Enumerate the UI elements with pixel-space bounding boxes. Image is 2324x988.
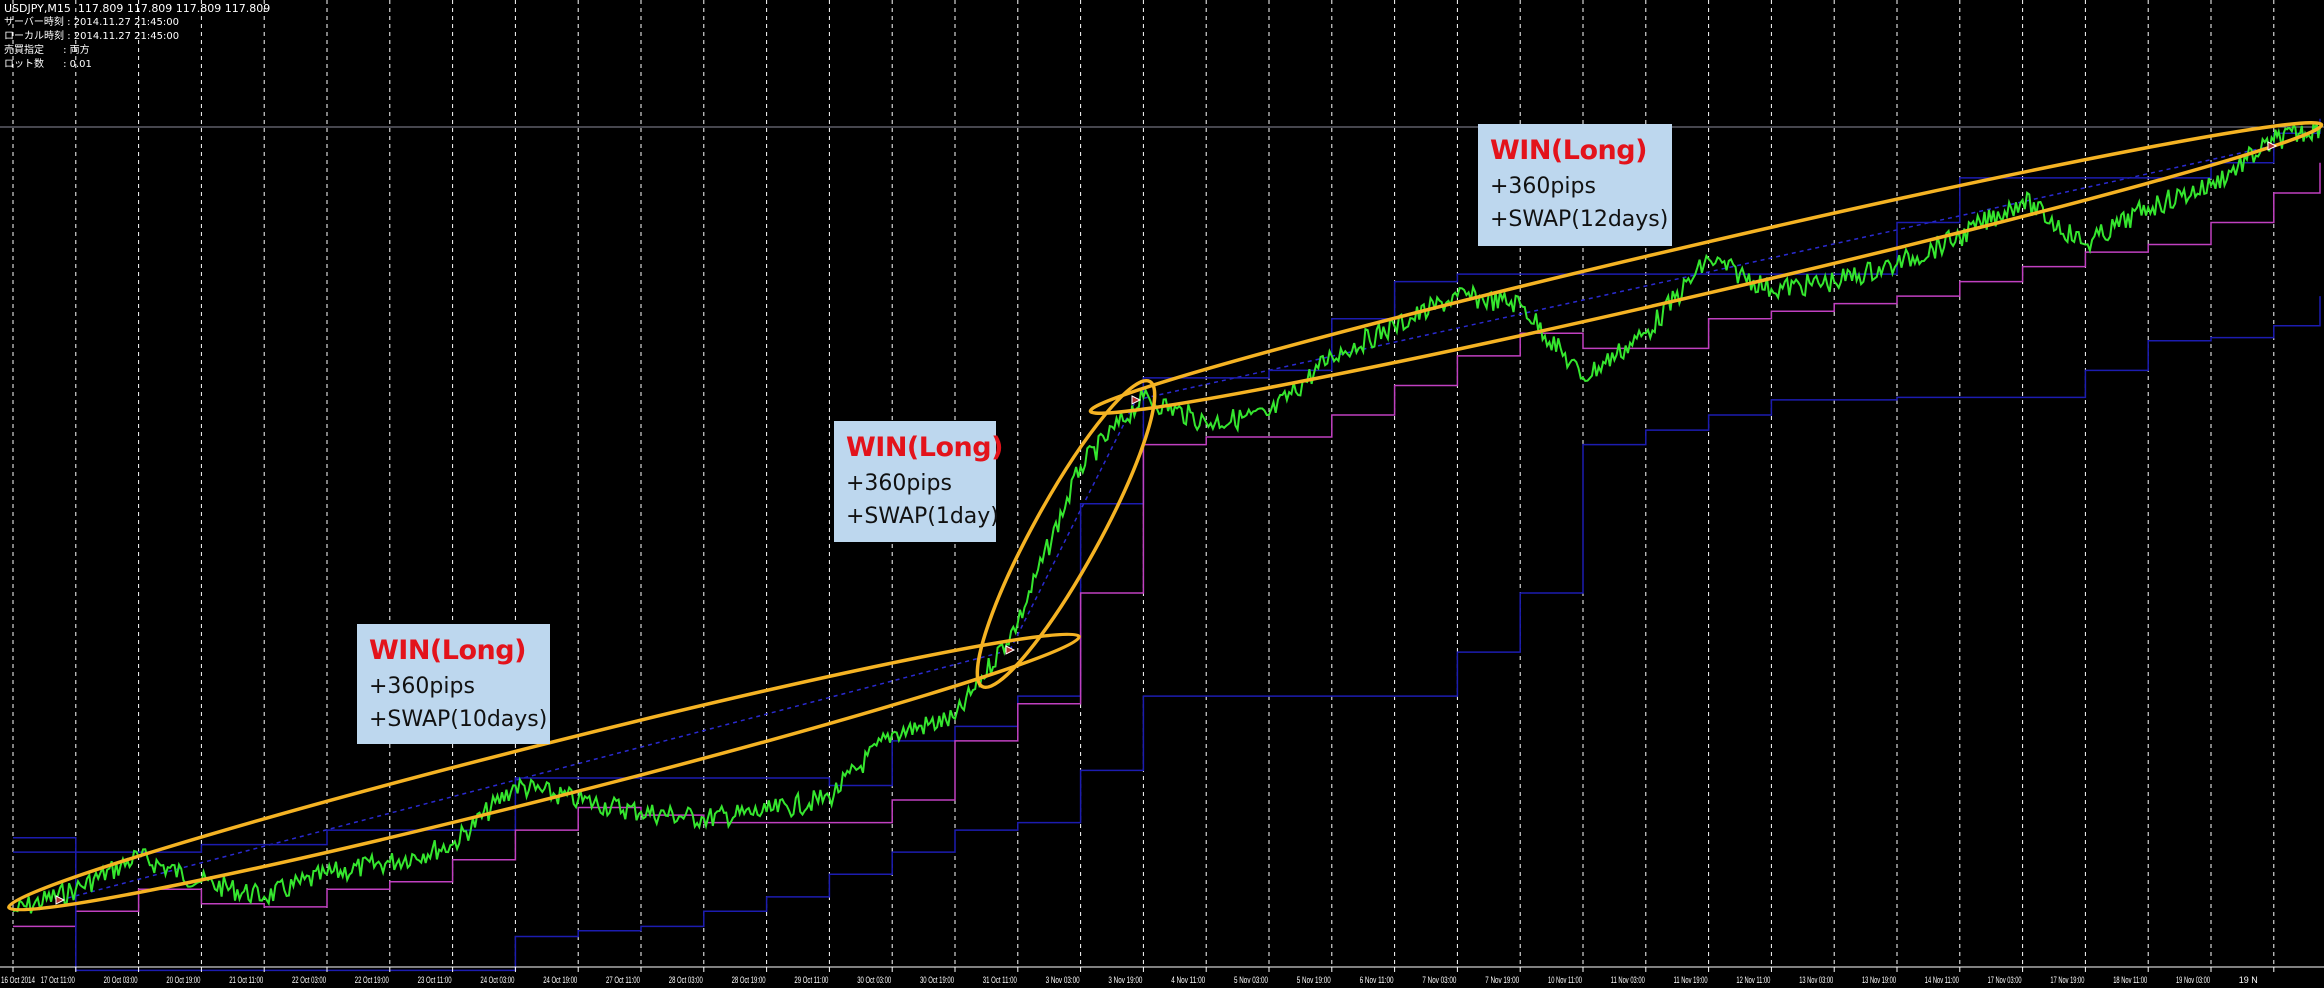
x-tick-label: 29 Oct 11:00 xyxy=(794,975,828,985)
x-tick-label: 30 Oct 19:00 xyxy=(920,975,954,985)
x-tick-label: 16 Oct 2014 xyxy=(1,975,35,985)
x-tick-label: 11 Nov 19:00 xyxy=(1674,975,1708,985)
trade-lines xyxy=(59,145,2273,901)
info-value: : 2014.11.27 21:45:00 xyxy=(67,31,180,42)
x-tick-label: 20 Oct 19:00 xyxy=(166,975,200,985)
x-tick-label: 28 Oct 03:00 xyxy=(669,975,703,985)
entry-exit-markers xyxy=(55,141,2278,905)
info-label: ロット数 xyxy=(4,59,44,70)
x-tick-label: 3 Nov 19:00 xyxy=(1108,975,1142,985)
x-tick-label: 18 Nov 11:00 xyxy=(2113,975,2147,985)
x-tick-label: 4 Nov 11:00 xyxy=(1171,975,1205,985)
info-row-lot-size: ロット数 : 0.01 xyxy=(4,58,270,72)
trade-arrow-icon xyxy=(55,895,66,905)
x-tick-label: 7 Nov 19:00 xyxy=(1485,975,1519,985)
info-value: : 0.01 xyxy=(63,59,92,70)
trade-arrow-icon xyxy=(2267,141,2278,151)
x-tick-label: 3 Nov 03:00 xyxy=(1046,975,1080,985)
x-tick-label: 24 Oct 03:00 xyxy=(480,975,514,985)
annotation-pips: +360pips xyxy=(846,471,952,496)
x-tick-label: 12 Nov 11:00 xyxy=(1736,975,1770,985)
info-value: : 2014.11.27 21:45:00 xyxy=(67,17,179,28)
blue-slow-line xyxy=(13,296,2321,972)
x-tick-label: 11 Nov 03:00 xyxy=(1611,975,1645,985)
x-tick-label: 10 Nov 11:00 xyxy=(1548,975,1582,985)
annotation-box-1: WIN(Long) +360pips +SWAP(10days) xyxy=(357,624,550,744)
trade-line-2 xyxy=(1009,399,1137,651)
x-tick-label: 22 Oct 19:00 xyxy=(355,975,389,985)
x-tick-label: 30 Oct 03:00 xyxy=(857,975,891,985)
x-tick-label: 5 Nov 03:00 xyxy=(1234,975,1268,985)
indicator-lines xyxy=(12,118,2321,972)
symbol-quote-line: USDJPY,M15 117.809 117.809 117.809 117.8… xyxy=(4,2,271,15)
x-tick-label: 19 N xyxy=(2239,975,2258,985)
x-tick-label: 13 Nov 03:00 xyxy=(1799,975,1833,985)
ellipse-trade-1 xyxy=(7,632,1081,912)
x-tick-label: 21 Oct 11:00 xyxy=(229,975,263,985)
annotation-title: WIN(Long) xyxy=(846,432,1003,463)
info-label: ローカル時刻 xyxy=(4,31,64,42)
info-label: 売買指定 xyxy=(4,45,44,56)
x-tick-label: 17 Nov 03:00 xyxy=(1988,975,2022,985)
ellipse-trade-3 xyxy=(1088,120,2324,416)
info-value: : 両方 xyxy=(63,45,90,56)
x-tick-label: 7 Nov 03:00 xyxy=(1422,975,1456,985)
annotation-pips: +360pips xyxy=(369,674,475,699)
trade-arrow-icon xyxy=(1131,395,1142,405)
x-tick-label: 27 Oct 11:00 xyxy=(606,975,640,985)
time-axis-labels: 16 Oct 2014 17 Oct 11:00 20 Oct 03:00 20 Oc… xyxy=(1,967,2275,985)
annotation-box-2: WIN(Long) +360pips +SWAP(1day) xyxy=(834,421,1003,542)
info-row-trade-direction: 売買指定 : 両方 xyxy=(4,44,270,58)
x-tick-label: 24 Oct 19:00 xyxy=(543,975,577,985)
x-tick-label: 23 Oct 11:00 xyxy=(418,975,452,985)
trade-highlight-ellipses xyxy=(7,120,2324,912)
annotation-title: WIN(Long) xyxy=(1490,135,1647,166)
x-tick-label: 5 Nov 19:00 xyxy=(1297,975,1331,985)
trade-line-1 xyxy=(59,649,1011,901)
x-tick-label: 17 Nov 19:00 xyxy=(2050,975,2084,985)
x-tick-label: 17 Oct 11:00 xyxy=(41,975,75,985)
x-tick-label: 6 Nov 11:00 xyxy=(1360,975,1394,985)
chart-info-overlay: USDJPY,M15 117.809 117.809 117.809 117.8… xyxy=(4,2,270,72)
magenta-line xyxy=(13,162,2321,928)
info-row-server-time: サーバー時刻 : 2014.11.27 21:45:00 xyxy=(4,16,270,30)
info-label: サーバー時刻 xyxy=(4,17,64,28)
x-tick-label: 20 Oct 03:00 xyxy=(104,975,138,985)
x-tick-label: 22 Oct 03:00 xyxy=(292,975,326,985)
price-line xyxy=(12,121,2321,914)
trade-arrow-icon xyxy=(1005,645,1016,655)
x-tick-label: 28 Oct 19:00 xyxy=(732,975,766,985)
info-row-local-time: ローカル時刻 : 2014.11.27 21:45:00 xyxy=(4,30,270,44)
x-tick-label: 14 Nov 11:00 xyxy=(1925,975,1959,985)
x-tick-label: 19 Nov 03:00 xyxy=(2176,975,2210,985)
x-tick-label: 31 Oct 11:00 xyxy=(983,975,1017,985)
annotation-swap: +SWAP(1day) xyxy=(846,504,999,529)
annotation-box-3: WIN(Long) +360pips +SWAP(12days) xyxy=(1478,124,1672,246)
annotation-swap: +SWAP(12days) xyxy=(1490,207,1669,232)
trade-line-3 xyxy=(1135,145,2273,401)
annotation-pips: +360pips xyxy=(1490,174,1596,199)
annotation-title: WIN(Long) xyxy=(369,635,526,666)
x-tick-label: 13 Nov 19:00 xyxy=(1862,975,1896,985)
ellipse-trade-2 xyxy=(975,378,1157,690)
annotation-swap: +SWAP(10days) xyxy=(369,707,548,732)
